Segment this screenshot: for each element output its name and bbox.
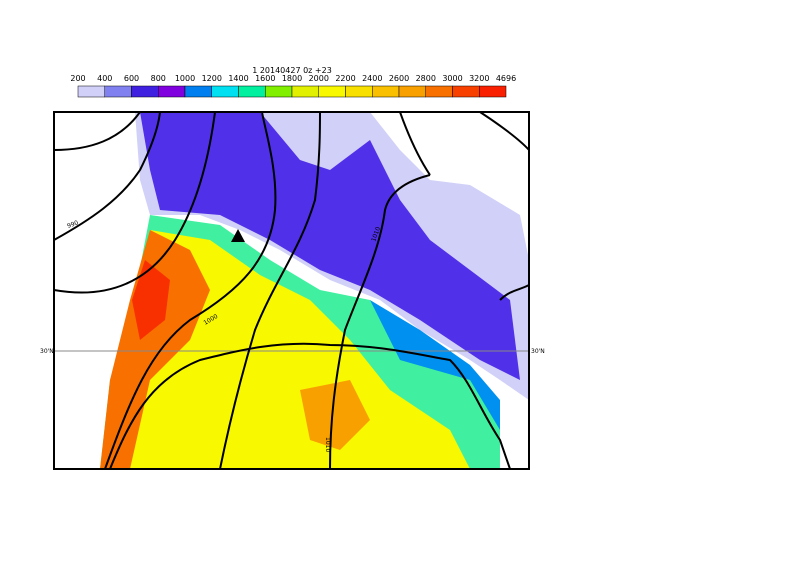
colorbar-label: 2800 bbox=[416, 74, 436, 83]
colorbar-label: 2600 bbox=[389, 74, 409, 83]
colorbar-label: 1800 bbox=[282, 74, 302, 83]
contour-label: 1010 bbox=[370, 226, 382, 243]
colorbar-label: 2200 bbox=[335, 74, 355, 83]
colorbar-cell bbox=[318, 85, 346, 98]
colorbar-cell bbox=[77, 85, 105, 98]
colorbar-label: 4696 bbox=[496, 74, 516, 83]
colorbar-label: 2400 bbox=[362, 74, 382, 83]
colorbar-cell bbox=[238, 85, 266, 98]
colorbar-cell bbox=[372, 85, 400, 98]
colorbar-label: 800 bbox=[151, 74, 166, 83]
colorbar-label: 1200 bbox=[202, 74, 222, 83]
precip-purple bbox=[140, 112, 520, 380]
colorbar-cell bbox=[104, 85, 132, 98]
station-marker bbox=[231, 229, 245, 242]
contour-label: 1010 bbox=[324, 437, 331, 452]
colorbar: 200 400 600 800 1000 1200 1400 1600 1800 2000 2200… bbox=[70, 74, 516, 98]
map-frame bbox=[53, 111, 530, 470]
colorbar-label: 2000 bbox=[309, 74, 329, 83]
colorbar-cell bbox=[345, 85, 373, 98]
lat-label: 30'N bbox=[531, 348, 545, 355]
colorbar-label: 1600 bbox=[255, 74, 275, 83]
contours bbox=[54, 112, 529, 469]
colorbar-label: 1400 bbox=[228, 74, 248, 83]
colorbar-cell bbox=[425, 85, 453, 98]
precip-orange-2 bbox=[300, 380, 370, 450]
title: 1 20140427 0z +23 bbox=[252, 66, 332, 75]
colorbar-label: 1000 bbox=[175, 74, 195, 83]
colorbar-cell bbox=[265, 85, 293, 98]
colorbar-cell bbox=[158, 85, 186, 98]
colorbar-label: 3000 bbox=[442, 74, 462, 83]
colorbar-cell bbox=[211, 85, 239, 98]
colorbar-cell bbox=[184, 85, 212, 98]
colorbar-label: 200 bbox=[70, 74, 85, 83]
contour-label: 990 bbox=[66, 219, 79, 230]
colorbar-cell bbox=[131, 85, 159, 98]
precip-red bbox=[132, 260, 170, 340]
map-field bbox=[54, 112, 529, 469]
colorbar-cell bbox=[291, 85, 319, 98]
colorbar-label: 3200 bbox=[469, 74, 489, 83]
colorbar-cell bbox=[479, 85, 507, 98]
colorbar-label: 400 bbox=[97, 74, 112, 83]
lat-label: 30'N bbox=[40, 348, 54, 355]
colorbar-cell bbox=[452, 85, 480, 98]
colorbar-label: 600 bbox=[124, 74, 139, 83]
colorbar-cell bbox=[398, 85, 426, 98]
